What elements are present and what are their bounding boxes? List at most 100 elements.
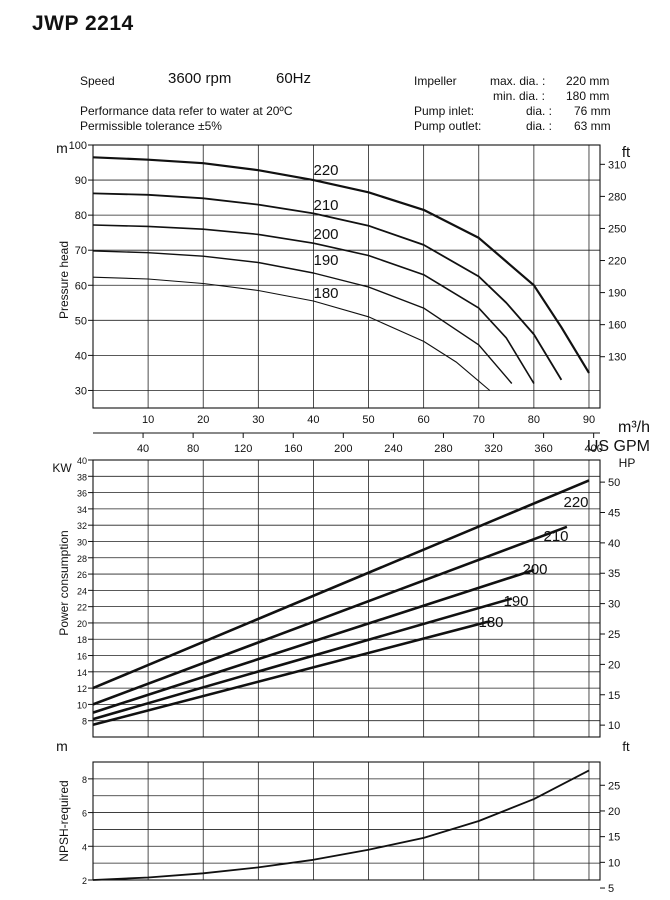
y-tick-label-left: 60 [75, 280, 87, 292]
power-curve-label-190: 190 [503, 593, 528, 610]
y-tick-label-right: 25 [608, 780, 620, 792]
flow-unit-label: m³/h [618, 419, 650, 436]
curve-label-180: 180 [313, 285, 338, 302]
pressure-unit-right: ft [622, 144, 631, 161]
series-line-190 [92, 597, 513, 721]
y-tick-label-right: 45 [608, 507, 620, 519]
inlet-dia-value: 76 mm [574, 104, 611, 118]
y-tick-label-right: 15 [608, 690, 620, 702]
y-tick-label-right: 250 [608, 223, 626, 235]
y-tick-label-left: 80 [75, 210, 87, 222]
y-tick-label-left: 50 [75, 315, 87, 327]
x-tick-label-gpm: 80 [187, 443, 199, 455]
x-tick-label: 30 [252, 414, 264, 426]
power-curve-label-200: 200 [522, 561, 547, 578]
speed-label: Speed [80, 74, 115, 88]
x-tick-label-gpm: 120 [234, 443, 252, 455]
x-tick-label-gpm: 200 [334, 443, 352, 455]
y-tick-label-right: 190 [608, 288, 626, 300]
series-line-180 [92, 620, 491, 727]
y-tick-label-left: 70 [75, 245, 87, 257]
pump-inlet-label: Pump inlet: [414, 104, 475, 118]
y-tick-label-right: 160 [608, 320, 626, 332]
npsh-unit-left: m [56, 738, 68, 754]
y-tick-label-left: 26 [77, 570, 87, 580]
pressure-unit-left: m [56, 140, 68, 156]
plot-frame [92, 144, 601, 409]
power-consumption-axis-label: Power consumption [57, 530, 71, 635]
y-tick-label-right: 20 [608, 659, 620, 671]
panel-2 [88, 761, 605, 889]
series-line-npsh [92, 769, 590, 881]
inlet-dia-label: dia. : [526, 104, 553, 118]
series-line-210 [92, 192, 563, 381]
y-tick-label-left: 24 [77, 586, 87, 596]
outlet-dia-value: 63 mm [574, 119, 611, 133]
y-tick-label-right: 5 [608, 883, 614, 895]
y-tick-label-left: 36 [77, 489, 87, 499]
y-tick-label-right: 20 [608, 806, 620, 818]
y-tick-label-left: 40 [75, 350, 87, 362]
y-tick-label-left: 90 [75, 175, 87, 187]
speed-rpm: 3600 rpm [168, 70, 232, 87]
npsh-unit-right: ft [622, 739, 630, 754]
y-tick-label-left: 28 [77, 554, 87, 564]
y-tick-label-left: 16 [77, 652, 87, 662]
y-tick-label-right: 310 [608, 159, 626, 171]
series-line-210 [92, 525, 568, 706]
y-tick-label-left: 32 [77, 521, 87, 531]
y-tick-label-right: 15 [608, 832, 620, 844]
x-tick-label: 80 [528, 414, 540, 426]
y-tick-label-right: 280 [608, 191, 626, 203]
y-tick-label-left: 2 [82, 876, 87, 886]
min-dia-label: min. dia. : [493, 89, 546, 103]
x-tick-label-gpm: 280 [434, 443, 452, 455]
series-line-180 [92, 276, 491, 391]
pump-outlet-label: Pump outlet: [414, 119, 482, 133]
y-tick-label-left: 14 [77, 668, 87, 678]
y-tick-label-right: 10 [608, 720, 620, 732]
plot-frame [92, 459, 601, 738]
power-unit-left: KW [52, 461, 72, 475]
x-tick-label: 40 [307, 414, 319, 426]
outlet-dia-label: dia. : [526, 119, 553, 133]
y-tick-label-left: 38 [77, 472, 87, 482]
power-curve-label-180: 180 [478, 614, 503, 631]
series-line-220 [92, 479, 590, 690]
y-tick-label-left: 20 [77, 619, 87, 629]
y-tick-label-left: 12 [77, 684, 87, 694]
x-tick-label-gpm: 160 [284, 443, 302, 455]
note-water-temperature: Performance data refer to water at 20ºC [80, 104, 293, 118]
panel-1 [88, 459, 605, 738]
y-tick-label-right: 40 [608, 538, 620, 550]
series-line-200 [92, 568, 535, 714]
x-tick-label: 60 [418, 414, 430, 426]
x-tick-label-gpm: 400 [584, 443, 602, 455]
y-tick-label-right: 50 [608, 477, 620, 489]
impeller-label: Impeller [414, 74, 457, 88]
y-tick-label-left: 18 [77, 635, 87, 645]
plot-frame [92, 761, 601, 881]
max-dia-label: max. dia. : [490, 74, 546, 88]
y-tick-label-left: 8 [82, 775, 87, 785]
power-unit-right: HP [619, 456, 636, 470]
y-tick-label-left: 30 [75, 385, 87, 397]
max-dia-value: 220 mm [566, 74, 610, 88]
y-tick-label-left: 40 [77, 456, 87, 466]
curve-label-220: 220 [313, 162, 338, 179]
y-tick-label-right: 35 [608, 568, 620, 580]
x-tick-label-gpm: 40 [137, 443, 149, 455]
note-tolerance: Permissible tolerance ±5% [80, 119, 222, 133]
speed-hz: 60Hz [276, 70, 312, 87]
y-tick-label-left: 100 [69, 140, 87, 152]
x-tick-label: 50 [362, 414, 374, 426]
y-tick-label-left: 30 [77, 537, 87, 547]
curve-label-200: 200 [313, 226, 338, 243]
min-dia-value: 180 mm [566, 89, 610, 103]
y-tick-label-right: 220 [608, 256, 626, 268]
y-tick-label-left: 22 [77, 603, 87, 613]
x-tick-label-gpm: 360 [534, 443, 552, 455]
y-tick-label-left: 8 [82, 717, 87, 727]
series-line-220 [92, 156, 590, 374]
